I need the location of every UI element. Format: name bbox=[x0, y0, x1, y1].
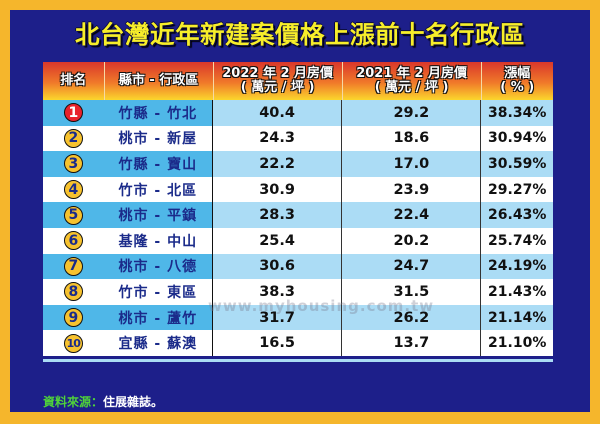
rank-cell: 3 bbox=[43, 151, 104, 177]
rank-badge-icon: 3 bbox=[63, 154, 83, 174]
price-2021-cell: 23.9 bbox=[341, 176, 482, 203]
change-cell: 21.14% bbox=[481, 304, 553, 331]
rank-badge-icon: 1 bbox=[63, 103, 83, 123]
table-row: 6 基隆 - 中山 25.4 20.2 25.74% bbox=[43, 227, 553, 254]
price-2022-cell: 28.3 bbox=[213, 202, 342, 228]
district-cell: 竹縣 - 竹北 bbox=[103, 100, 213, 126]
rank-cell: 5 bbox=[43, 202, 104, 228]
price-2021-cell: 29.2 bbox=[341, 100, 482, 126]
change-cell: 21.43% bbox=[481, 279, 553, 305]
price-2021-cell: 31.5 bbox=[341, 279, 482, 305]
price-2021-cell: 20.2 bbox=[341, 227, 482, 254]
price-2022-cell: 30.9 bbox=[213, 176, 342, 203]
change-cell: 26.43% bbox=[481, 202, 553, 228]
price-2022-cell: 22.2 bbox=[213, 151, 342, 177]
district-cell: 竹市 - 北區 bbox=[103, 176, 213, 203]
rank-cell: 10 bbox=[43, 330, 104, 356]
price-2022-cell: 24.3 bbox=[213, 125, 342, 152]
rank-cell: 1 bbox=[43, 100, 104, 126]
table-bottom-strip bbox=[43, 356, 553, 362]
price-2021-cell: 18.6 bbox=[341, 125, 482, 152]
district-cell: 桃市 - 蘆竹 bbox=[103, 304, 213, 331]
change-cell: 30.59% bbox=[481, 151, 553, 177]
price-2022-cell: 38.3 bbox=[213, 279, 342, 305]
rank-badge-icon: 2 bbox=[63, 128, 83, 148]
rank-badge-icon: 4 bbox=[63, 180, 83, 200]
rank-badge-icon: 6 bbox=[63, 231, 83, 251]
table-row: 2 桃市 - 新屋 24.3 18.6 30.94% bbox=[43, 125, 553, 152]
rank-badge-icon: 7 bbox=[63, 256, 83, 276]
price-2022-cell: 40.4 bbox=[213, 100, 342, 126]
header-price-2022: 2022 年 2 月房價 ( 萬元 / 坪 ) bbox=[214, 62, 343, 100]
table-row: 5 桃市 - 平鎮 28.3 22.4 26.43% bbox=[43, 202, 553, 228]
rank-cell: 4 bbox=[43, 176, 104, 203]
district-cell: 竹市 - 東區 bbox=[103, 279, 213, 305]
source-label: 資料來源： bbox=[43, 395, 104, 409]
price-2021-cell: 24.7 bbox=[341, 253, 482, 280]
header-district: 縣市 - 行政區 bbox=[105, 62, 214, 100]
rank-badge-icon: 9 bbox=[63, 308, 83, 328]
ranking-table: 排名 縣市 - 行政區 2022 年 2 月房價 ( 萬元 / 坪 ) 2021… bbox=[43, 62, 553, 362]
header-change-unit: ( % ) bbox=[500, 80, 535, 95]
rank-cell: 7 bbox=[43, 253, 104, 280]
table-row: 9 桃市 - 蘆竹 31.7 26.2 21.14% bbox=[43, 304, 553, 331]
header-price-2022-unit: ( 萬元 / 坪 ) bbox=[240, 80, 315, 95]
table-row: 10 宜縣 - 蘇澳 16.5 13.7 21.10% bbox=[43, 330, 553, 356]
source-footer: 資料來源：住展雜誌。 bbox=[43, 393, 163, 410]
table-row: 3 竹縣 - 寶山 22.2 17.0 30.59% bbox=[43, 151, 553, 177]
district-cell: 竹縣 - 寶山 bbox=[103, 151, 213, 177]
header-district-label: 縣市 - 行政區 bbox=[118, 73, 199, 88]
header-rank: 排名 bbox=[43, 62, 105, 100]
district-cell: 桃市 - 平鎮 bbox=[103, 202, 213, 228]
price-2022-cell: 16.5 bbox=[213, 330, 342, 356]
price-2021-cell: 26.2 bbox=[341, 304, 482, 331]
rank-cell: 2 bbox=[43, 125, 104, 152]
change-cell: 25.74% bbox=[481, 227, 553, 254]
district-cell: 基隆 - 中山 bbox=[103, 227, 213, 254]
change-cell: 29.27% bbox=[481, 176, 553, 203]
table-row: 7 桃市 - 八德 30.6 24.7 24.19% bbox=[43, 253, 553, 280]
price-2021-cell: 22.4 bbox=[341, 202, 482, 228]
source-value: 住展雜誌。 bbox=[103, 395, 164, 409]
rank-badge-icon: 10 bbox=[63, 333, 83, 353]
district-cell: 桃市 - 新屋 bbox=[103, 125, 213, 152]
header-rank-label: 排名 bbox=[60, 73, 87, 88]
rank-badge-icon: 5 bbox=[63, 205, 83, 225]
header-price-2021-label: 2021 年 2 月房價 bbox=[356, 66, 467, 81]
header-change: 漲幅 ( % ) bbox=[482, 62, 553, 100]
table-row: 1 竹縣 - 竹北 40.4 29.2 38.34% bbox=[43, 100, 553, 126]
price-2022-cell: 31.7 bbox=[213, 304, 342, 331]
header-change-label: 漲幅 bbox=[504, 66, 531, 81]
rank-cell: 9 bbox=[43, 304, 104, 331]
page-title: 北台灣近年新建案價格上漲前十名行政區 bbox=[75, 20, 525, 49]
district-cell: 桃市 - 八德 bbox=[103, 253, 213, 280]
district-cell: 宜縣 - 蘇澳 bbox=[103, 330, 213, 356]
price-2021-cell: 17.0 bbox=[341, 151, 482, 177]
change-cell: 21.10% bbox=[481, 330, 553, 356]
infographic-panel: 北台灣近年新建案價格上漲前十名行政區 排名 縣市 - 行政區 2022 年 2 … bbox=[10, 10, 590, 412]
rank-badge-icon: 8 bbox=[63, 282, 83, 302]
header-price-2021-unit: ( 萬元 / 坪 ) bbox=[374, 80, 449, 95]
table-header: 排名 縣市 - 行政區 2022 年 2 月房價 ( 萬元 / 坪 ) 2021… bbox=[43, 62, 553, 100]
change-cell: 24.19% bbox=[481, 253, 553, 280]
rank-cell: 8 bbox=[43, 279, 104, 305]
price-2022-cell: 25.4 bbox=[213, 227, 342, 254]
change-cell: 30.94% bbox=[481, 125, 553, 152]
price-2021-cell: 13.7 bbox=[341, 330, 482, 356]
table-row: 4 竹市 - 北區 30.9 23.9 29.27% bbox=[43, 176, 553, 203]
table-row: 8 竹市 - 東區 38.3 31.5 21.43% bbox=[43, 279, 553, 305]
change-cell: 38.34% bbox=[481, 100, 553, 126]
header-price-2021: 2021 年 2 月房價 ( 萬元 / 坪 ) bbox=[343, 62, 482, 100]
price-2022-cell: 30.6 bbox=[213, 253, 342, 280]
table-body: 1 竹縣 - 竹北 40.4 29.2 38.34% 2 桃市 - 新屋 24.3 18.6 30… bbox=[43, 100, 553, 356]
header-price-2022-label: 2022 年 2 月房價 bbox=[222, 66, 334, 81]
rank-cell: 6 bbox=[43, 227, 104, 254]
